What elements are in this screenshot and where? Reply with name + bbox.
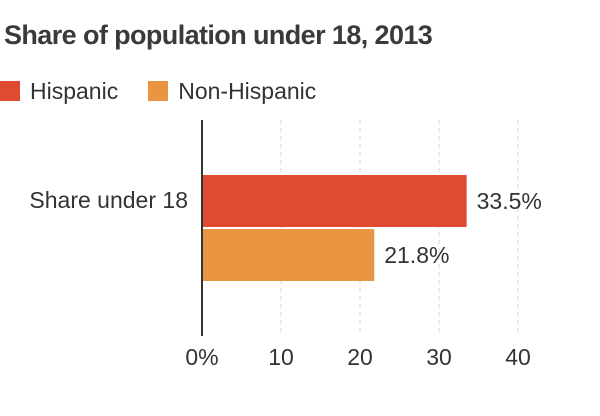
- legend-swatch-hispanic: [0, 81, 20, 101]
- legend-label-non-hispanic: Non-Hispanic: [178, 77, 317, 104]
- legend-item-hispanic: Hispanic: [0, 78, 118, 105]
- bar-non-hispanic: [202, 229, 375, 281]
- legend: Hispanic Non-Hispanic: [0, 76, 346, 106]
- legend-item-non-hispanic: Non-Hispanic: [148, 78, 316, 105]
- value-label-non-hispanic: 21.8%: [384, 242, 449, 268]
- chart-title: Share of population under 18, 2013: [4, 20, 433, 50]
- tick-label-10: 10: [268, 344, 294, 370]
- tick-label-0: 0%: [185, 344, 218, 370]
- legend-swatch-non-hispanic: [148, 81, 169, 101]
- tick-label-40: 40: [505, 344, 531, 370]
- legend-label-hispanic: Hispanic: [30, 77, 119, 104]
- value-label-hispanic: 33.5%: [477, 188, 542, 214]
- tick-label-30: 30: [426, 344, 452, 370]
- tick-label-20: 20: [347, 344, 373, 370]
- category-label: Share under 18: [29, 187, 188, 213]
- bar-hispanic: [202, 175, 467, 227]
